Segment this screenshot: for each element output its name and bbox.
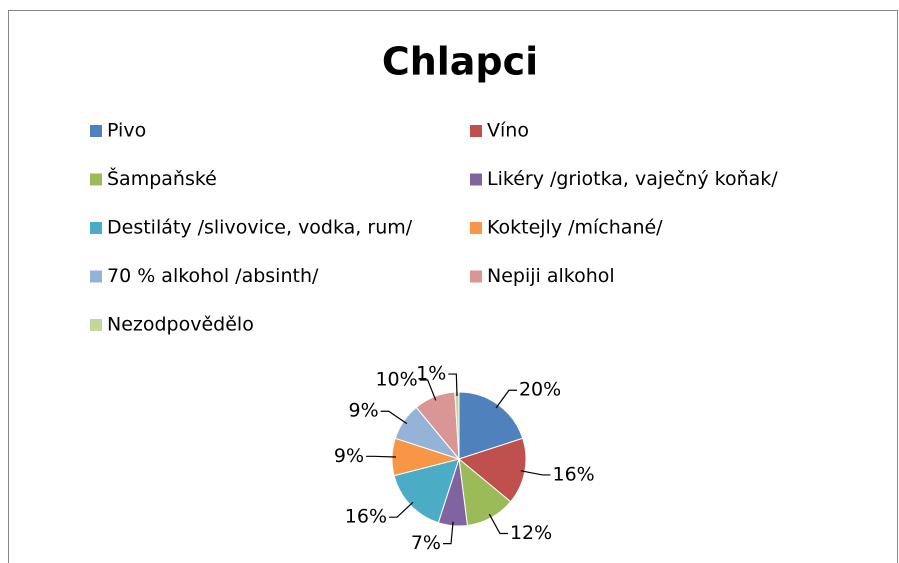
legend-swatch	[470, 222, 482, 234]
data-label: 10%	[375, 368, 417, 390]
data-label: 9%	[334, 445, 364, 467]
legend-label: Nezodpovědělo	[107, 314, 254, 336]
data-label: 16%	[552, 463, 594, 485]
leader-line	[389, 501, 414, 518]
leader-line	[448, 373, 458, 397]
legend-label: Víno	[487, 120, 529, 142]
leader-line	[520, 470, 551, 476]
leader-line	[366, 455, 397, 458]
legend-swatch	[90, 125, 102, 137]
legend-label: 70 % alkohol /absinth/	[107, 265, 319, 287]
legend-swatch	[470, 125, 482, 137]
legend-swatch	[90, 222, 102, 234]
legend-label: Šampaňské	[107, 166, 217, 190]
leader-line	[495, 389, 517, 409]
legend-swatch	[90, 173, 102, 186]
legend-label: Pivo	[107, 120, 146, 142]
legend-swatch	[470, 173, 482, 186]
legend-label: Likéry /griotka, vaječný koňak/	[487, 168, 778, 190]
data-label: 7%	[411, 532, 441, 554]
legend-label: Koktejly /míchané/	[487, 217, 663, 239]
data-label: 20%	[519, 379, 561, 401]
data-label: 9%	[349, 400, 379, 422]
legend-swatch	[470, 270, 482, 283]
chart-title: Chlapci	[382, 40, 538, 84]
leader-line	[419, 379, 437, 401]
legend-label: Destiláty /slivovice, vodka, rum/	[107, 217, 413, 239]
leader-line	[488, 513, 508, 535]
leader-line	[380, 410, 408, 425]
legend-swatch	[90, 319, 102, 331]
data-label: 1%	[416, 363, 446, 385]
legend-swatch	[90, 270, 102, 283]
data-label: 12%	[510, 522, 552, 544]
leader-line	[443, 521, 454, 545]
legend-label: Nepiji alkohol	[487, 265, 615, 287]
data-label: 16%	[345, 506, 387, 528]
